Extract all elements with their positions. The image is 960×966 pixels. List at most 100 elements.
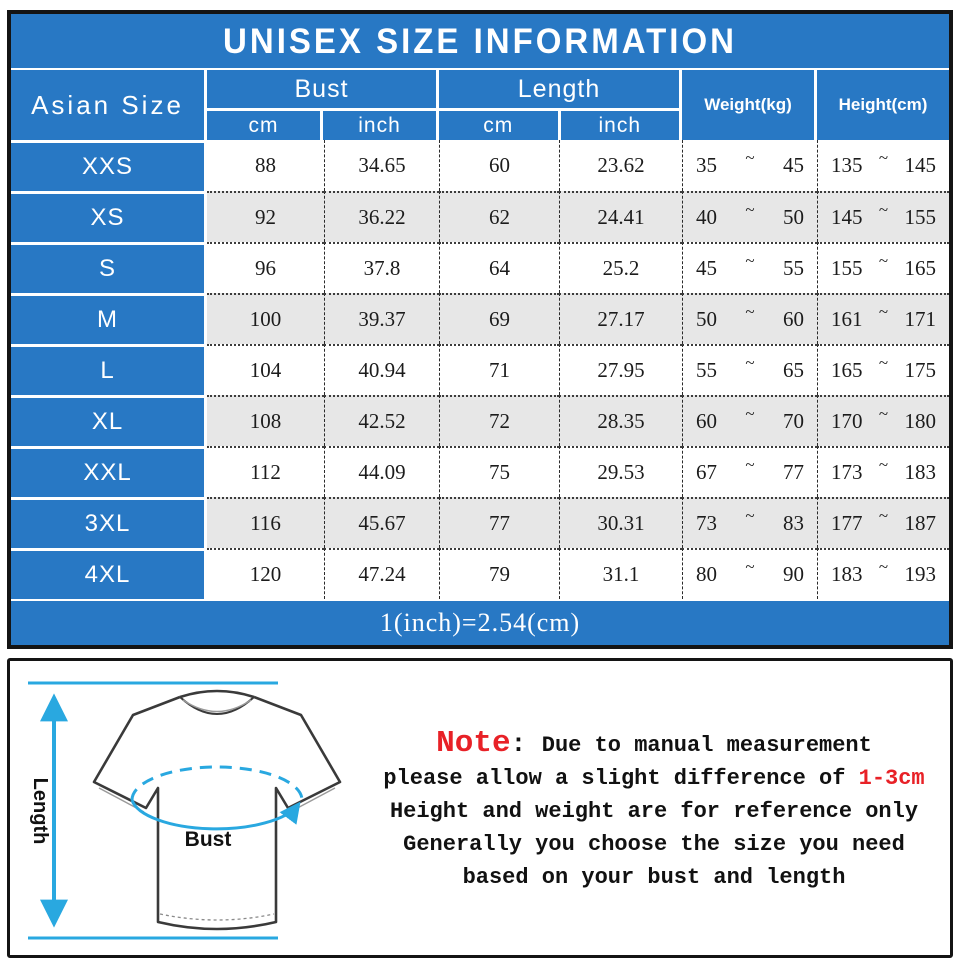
height-range: 135 ~145: [817, 140, 949, 191]
bust-cm-value: 112: [207, 446, 324, 497]
tilde-glyph: ~: [878, 454, 889, 474]
bust-cm-value: 88: [207, 140, 324, 191]
weight-max: 70: [782, 409, 804, 433]
length-cm-value: 69: [439, 293, 559, 344]
weight-min: 35: [696, 153, 717, 177]
weight-min: 67: [696, 460, 717, 484]
height-max: 187: [904, 511, 936, 535]
column-group-length: Length cm inch: [439, 70, 682, 140]
size-label: 4XL: [11, 548, 207, 599]
size-table-panel: UNISEX SIZE INFORMATION Asian Size Bust …: [7, 10, 953, 649]
length-cm-value: 71: [439, 344, 559, 395]
height-max: 193: [904, 562, 936, 586]
height-max: 171: [904, 307, 936, 331]
note-line-2: please allow a slight difference of 1-3c…: [383, 766, 925, 791]
bust-cm-value: 108: [207, 395, 324, 446]
weight-range: 73 ~83: [682, 497, 817, 548]
bust-cm-value: 96: [207, 242, 324, 293]
height-max: 183: [904, 460, 936, 484]
tilde-glyph: ~: [878, 505, 889, 525]
weight-max: 83: [782, 511, 804, 535]
size-label: XS: [11, 191, 207, 242]
length-cm-value: 77: [439, 497, 559, 548]
tilde-glyph: ~: [745, 505, 755, 525]
tilde-glyph: ~: [878, 199, 889, 219]
weight-max: 45: [782, 153, 804, 177]
bust-cm-value: 104: [207, 344, 324, 395]
weight-min: 55: [696, 358, 717, 382]
height-min: 165: [831, 358, 863, 382]
height-range: 155 ~165: [817, 242, 949, 293]
height-min: 135: [831, 153, 863, 177]
bust-inch-value: 39.37: [324, 293, 439, 344]
table-header: Asian Size Bust cm inch Length cm inch W…: [11, 70, 949, 140]
conversion-footer: 1(inch)=2.54(cm): [11, 599, 949, 645]
bust-cm-value: 120: [207, 548, 324, 599]
inch-cm-conversion: 1(inch)=2.54(cm): [379, 608, 581, 637]
table-body: XXS 88 34.65 60 23.62 35 ~45 135 ~145 XS 9…: [11, 140, 949, 599]
length-inch-value: 24.41: [559, 191, 682, 242]
height-range: 170 ~180: [817, 395, 949, 446]
bust-cm-value: 116: [207, 497, 324, 548]
length-cm-header: cm: [439, 111, 558, 140]
note-panel: Length Bust Note: Due to manual measurem…: [7, 658, 953, 958]
weight-min: 60: [696, 409, 717, 433]
height-range: 173 ~183: [817, 446, 949, 497]
bust-inch-value: 34.65: [324, 140, 439, 191]
tilde-glyph: ~: [745, 250, 755, 270]
weight-range: 55 ~65: [682, 344, 817, 395]
height-range: 145 ~155: [817, 191, 949, 242]
size-label: L: [11, 344, 207, 395]
length-cm-value: 79: [439, 548, 559, 599]
table-row: XXL 112 44.09 75 29.53 67 ~77 173 ~183: [11, 446, 949, 497]
height-max: 145: [904, 153, 936, 177]
tilde-glyph: ~: [878, 556, 889, 576]
bust-inch-value: 36.22: [324, 191, 439, 242]
length-cm-value: 62: [439, 191, 559, 242]
note-line-3: Height and weight are for reference only: [389, 799, 919, 824]
length-group-label: Length: [439, 70, 679, 111]
length-inch-value: 28.35: [559, 395, 682, 446]
length-inch-value: 27.17: [559, 293, 682, 344]
table-row: M 100 39.37 69 27.17 50 ~60 161 ~171: [11, 293, 949, 344]
height-max: 165: [904, 256, 936, 280]
height-min: 173: [831, 460, 863, 484]
tilde-glyph: ~: [878, 250, 889, 270]
length-cm-value: 75: [439, 446, 559, 497]
bust-label: Bust: [185, 828, 232, 851]
table-row: 4XL 120 47.24 79 31.1 80 ~90 183 ~193: [11, 548, 949, 599]
height-min: 183: [831, 562, 863, 586]
length-inch-value: 30.31: [559, 497, 682, 548]
weight-range: 60 ~70: [682, 395, 817, 446]
weight-min: 45: [696, 256, 717, 280]
size-label: XL: [11, 395, 207, 446]
bust-group-label: Bust: [207, 70, 436, 111]
height-range: 165 ~175: [817, 344, 949, 395]
collar-inner-2: [182, 699, 252, 713]
table-row: 3XL 116 45.67 77 30.31 73 ~83 177 ~187: [11, 497, 949, 548]
height-max: 180: [904, 409, 936, 433]
height-max: 155: [904, 205, 936, 229]
height-min: 161: [831, 307, 863, 331]
length-inch-value: 29.53: [559, 446, 682, 497]
tshirt-diagram-svg: Length Bust: [28, 681, 342, 940]
height-range: 183 ~193: [817, 548, 949, 599]
size-label: XXS: [11, 140, 207, 191]
length-inch-value: 31.1: [559, 548, 682, 599]
table-row: XS 92 36.22 62 24.41 40 ~50 145 ~155: [11, 191, 949, 242]
column-group-bust: Bust cm inch: [207, 70, 439, 140]
column-header-asian-size: Asian Size: [11, 70, 207, 140]
height-min: 155: [831, 256, 863, 280]
length-cm-value: 64: [439, 242, 559, 293]
height-min: 177: [831, 511, 863, 535]
note-line-5: based on your bust and length: [462, 865, 846, 890]
weight-range: 67 ~77: [682, 446, 817, 497]
size-label: S: [11, 242, 207, 293]
tilde-glyph: ~: [878, 352, 889, 372]
height-range: 177 ~187: [817, 497, 949, 548]
length-inch-value: 27.95: [559, 344, 682, 395]
height-min: 145: [831, 205, 863, 229]
bust-inch-value: 47.24: [324, 548, 439, 599]
bust-cm-value: 92: [207, 191, 324, 242]
title-band: UNISEX SIZE INFORMATION: [11, 14, 949, 70]
